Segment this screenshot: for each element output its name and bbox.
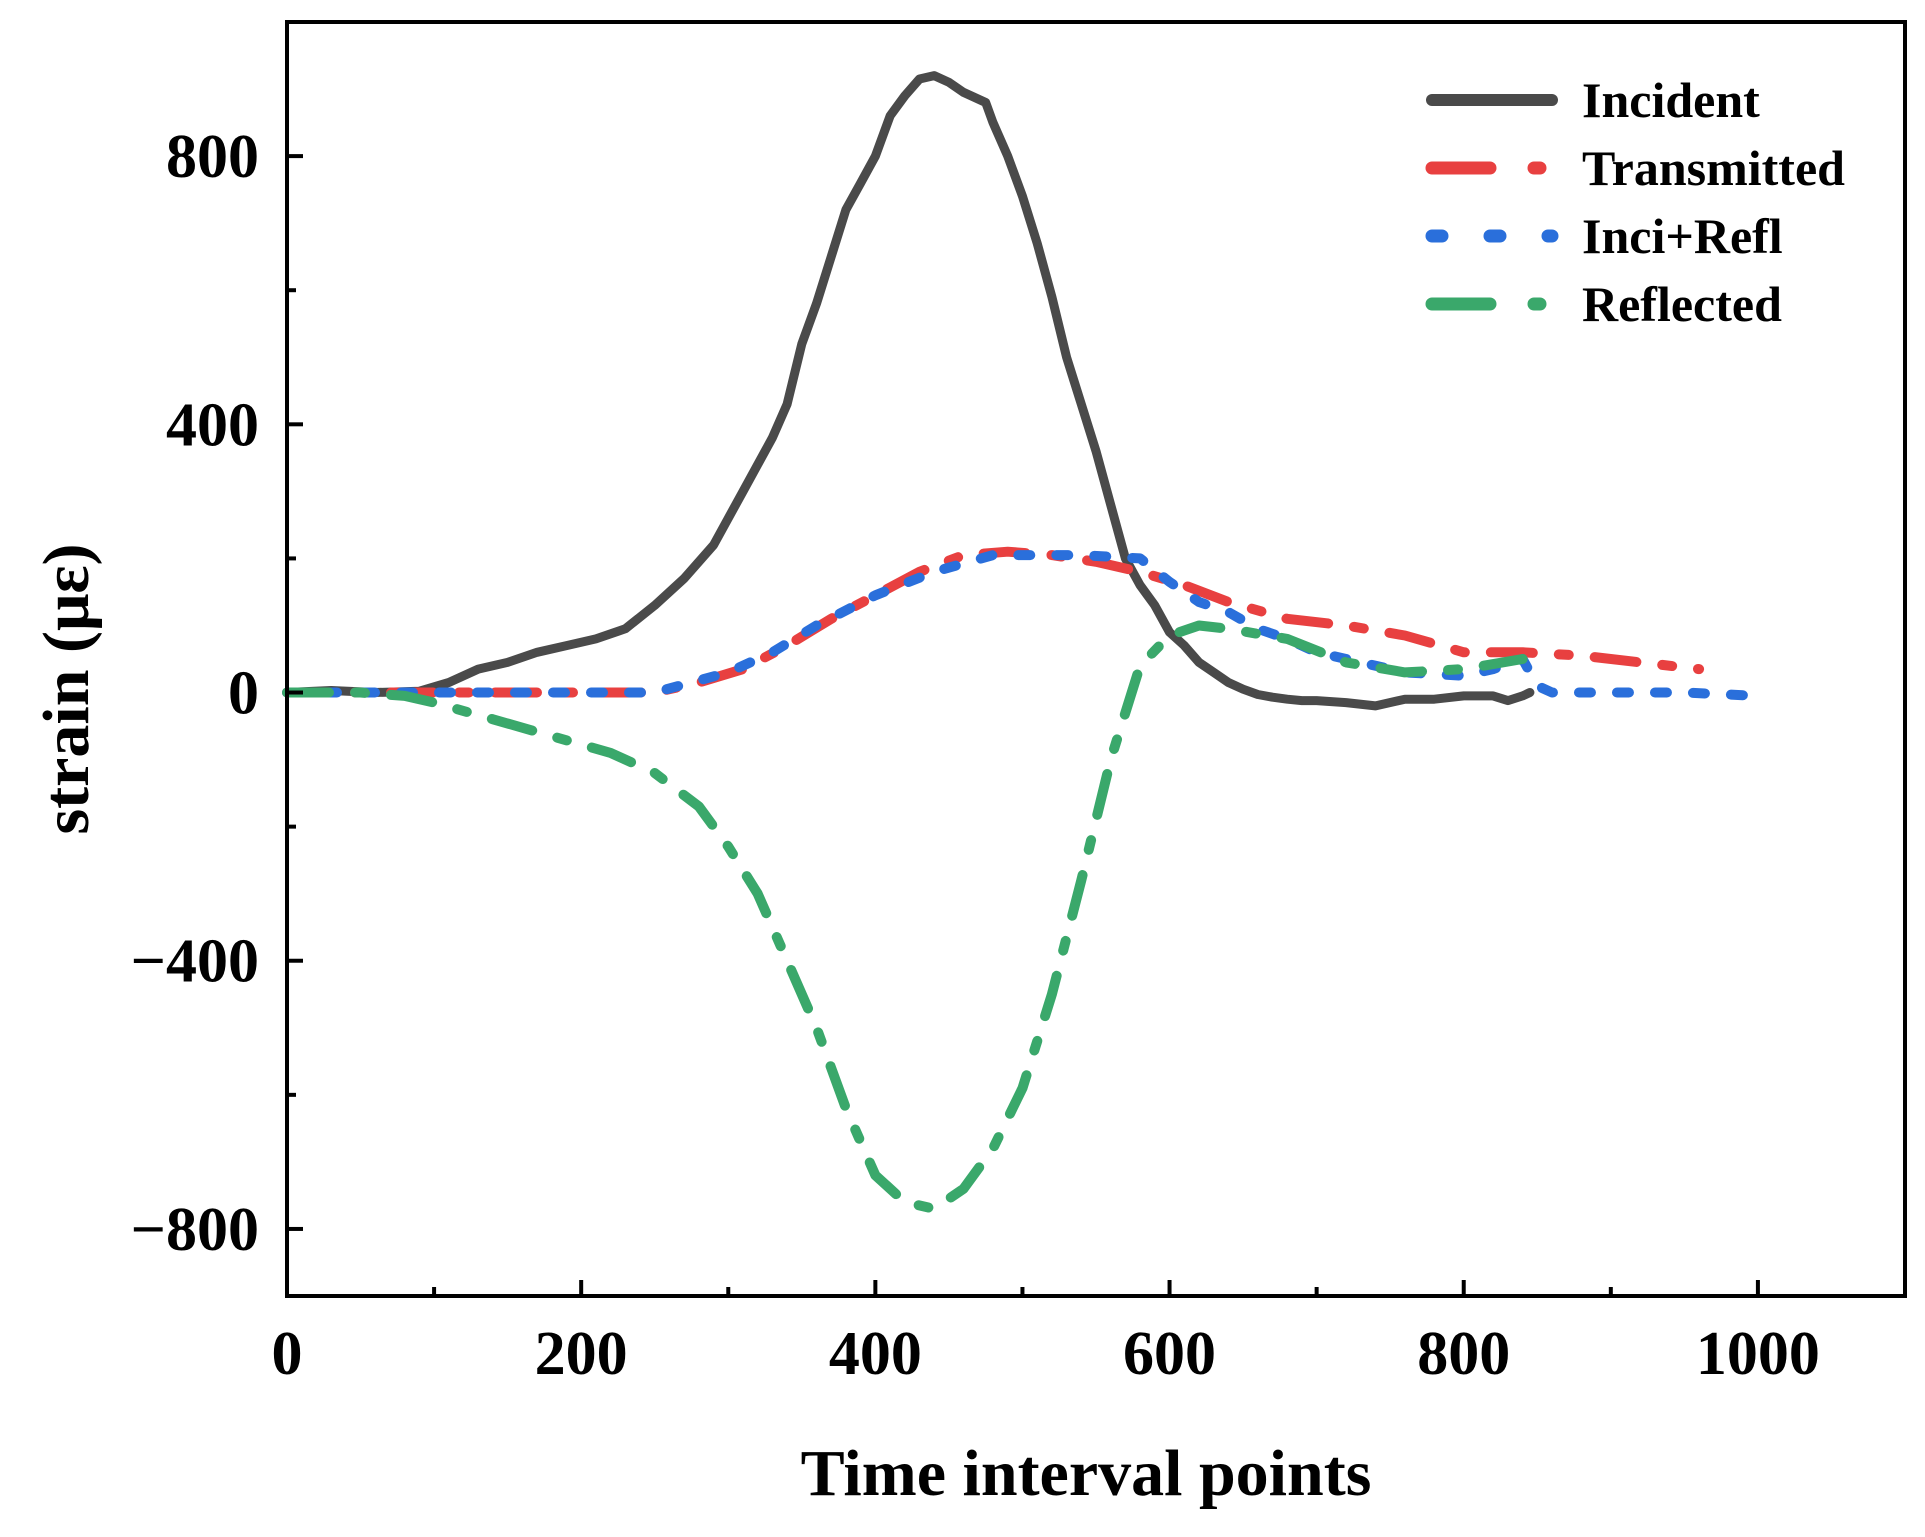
legend-label: Inci+Refl xyxy=(1582,208,1783,264)
plot-frame xyxy=(285,20,1907,1298)
y-axis-title: strain (με) xyxy=(30,543,103,834)
x-axis-title: Time interval points xyxy=(801,1437,1372,1510)
x-tick-label: 400 xyxy=(829,1320,922,1388)
y-tick-label: 400 xyxy=(166,391,259,459)
x-tick-label: 1000 xyxy=(1696,1320,1820,1388)
x-tick-label: 200 xyxy=(535,1320,628,1388)
legend-label: Transmitted xyxy=(1582,140,1845,196)
series-layer xyxy=(282,71,1763,1214)
y-tick-label: 800 xyxy=(166,123,259,191)
y-tick-label: −800 xyxy=(131,1196,259,1264)
series-line-incident xyxy=(282,71,1535,711)
y-tick-label: 0 xyxy=(228,660,259,728)
series-line-inci-refl xyxy=(282,550,1763,701)
series-line-reflected xyxy=(282,620,1528,1214)
y-tick-label: −400 xyxy=(131,928,259,996)
legend-label: Incident xyxy=(1582,72,1760,128)
legend-label: Reflected xyxy=(1582,276,1782,332)
axes-layer: 0 200 400 600 800 1000 −800 −400 0 400 800 Time int… xyxy=(30,20,1907,1510)
x-tick-label: 800 xyxy=(1417,1320,1510,1388)
x-tick-label: 600 xyxy=(1123,1320,1216,1388)
x-tick-label: 0 xyxy=(272,1320,303,1388)
legend: Incident Transmitted Inci+Refl Reflected xyxy=(1425,72,1845,332)
